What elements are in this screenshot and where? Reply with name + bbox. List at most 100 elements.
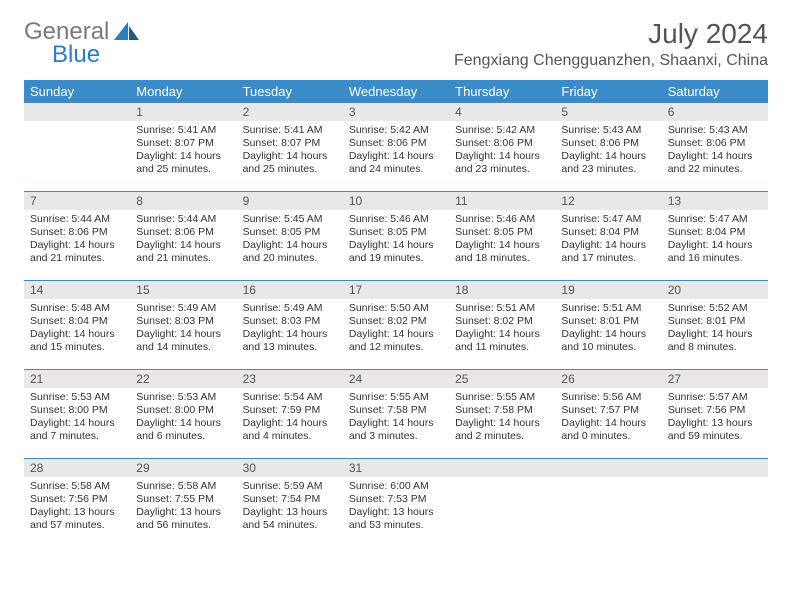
day-cell: 7Sunrise: 5:44 AMSunset: 8:06 PMDaylight… xyxy=(24,192,130,280)
day-number: 23 xyxy=(237,370,343,388)
sunset-text: Sunset: 8:04 PM xyxy=(561,226,655,239)
daylight-text: Daylight: 14 hours and 18 minutes. xyxy=(455,239,549,265)
daylight-text: Daylight: 14 hours and 21 minutes. xyxy=(30,239,124,265)
day-details: Sunrise: 5:58 AMSunset: 7:55 PMDaylight:… xyxy=(130,477,236,539)
header: General Blue July 2024 Fengxiang Chenggu… xyxy=(24,18,768,70)
daylight-text: Daylight: 14 hours and 17 minutes. xyxy=(561,239,655,265)
day-details: Sunrise: 5:45 AMSunset: 8:05 PMDaylight:… xyxy=(237,210,343,272)
day-cell: 3Sunrise: 5:42 AMSunset: 8:06 PMDaylight… xyxy=(343,103,449,191)
daylight-text: Daylight: 14 hours and 23 minutes. xyxy=(561,150,655,176)
sunset-text: Sunset: 8:01 PM xyxy=(668,315,762,328)
sunset-text: Sunset: 8:03 PM xyxy=(243,315,337,328)
daylight-text: Daylight: 14 hours and 25 minutes. xyxy=(243,150,337,176)
day-cell: 24Sunrise: 5:55 AMSunset: 7:58 PMDayligh… xyxy=(343,370,449,458)
daylight-text: Daylight: 14 hours and 7 minutes. xyxy=(30,417,124,443)
sunrise-text: Sunrise: 5:47 AM xyxy=(668,213,762,226)
sunset-text: Sunset: 8:06 PM xyxy=(349,137,443,150)
day-number: 25 xyxy=(449,370,555,388)
day-cell: 31Sunrise: 6:00 AMSunset: 7:53 PMDayligh… xyxy=(343,459,449,547)
sunset-text: Sunset: 7:56 PM xyxy=(668,404,762,417)
sunrise-text: Sunrise: 5:51 AM xyxy=(561,302,655,315)
day-number: 15 xyxy=(130,281,236,299)
day-number: 12 xyxy=(555,192,661,210)
daylight-text: Daylight: 14 hours and 11 minutes. xyxy=(455,328,549,354)
day-cell: 6Sunrise: 5:43 AMSunset: 8:06 PMDaylight… xyxy=(662,103,768,191)
dow-header: Saturday xyxy=(662,80,768,103)
day-cell: 18Sunrise: 5:51 AMSunset: 8:02 PMDayligh… xyxy=(449,281,555,369)
day-number: 14 xyxy=(24,281,130,299)
sunset-text: Sunset: 7:56 PM xyxy=(30,493,124,506)
daylight-text: Daylight: 14 hours and 15 minutes. xyxy=(30,328,124,354)
sunset-text: Sunset: 8:07 PM xyxy=(136,137,230,150)
day-details: Sunrise: 5:47 AMSunset: 8:04 PMDaylight:… xyxy=(555,210,661,272)
sunset-text: Sunset: 8:04 PM xyxy=(668,226,762,239)
daylight-text: Daylight: 14 hours and 22 minutes. xyxy=(668,150,762,176)
day-details: Sunrise: 5:50 AMSunset: 8:02 PMDaylight:… xyxy=(343,299,449,361)
day-cell: 22Sunrise: 5:53 AMSunset: 8:00 PMDayligh… xyxy=(130,370,236,458)
week-row: 28Sunrise: 5:58 AMSunset: 7:56 PMDayligh… xyxy=(24,459,768,547)
daylight-text: Daylight: 14 hours and 16 minutes. xyxy=(668,239,762,265)
calendar-body: 1Sunrise: 5:41 AMSunset: 8:07 PMDaylight… xyxy=(24,103,768,547)
day-cell: 13Sunrise: 5:47 AMSunset: 8:04 PMDayligh… xyxy=(662,192,768,280)
day-details: Sunrise: 5:53 AMSunset: 8:00 PMDaylight:… xyxy=(130,388,236,450)
sunset-text: Sunset: 8:06 PM xyxy=(136,226,230,239)
day-number: 7 xyxy=(24,192,130,210)
daylight-text: Daylight: 14 hours and 14 minutes. xyxy=(136,328,230,354)
sunrise-text: Sunrise: 5:49 AM xyxy=(136,302,230,315)
day-details: Sunrise: 5:51 AMSunset: 8:01 PMDaylight:… xyxy=(555,299,661,361)
dow-header: Sunday xyxy=(24,80,130,103)
sunrise-text: Sunrise: 5:53 AM xyxy=(136,391,230,404)
day-number: 18 xyxy=(449,281,555,299)
dow-header: Tuesday xyxy=(237,80,343,103)
sunrise-text: Sunrise: 5:43 AM xyxy=(668,124,762,137)
sunset-text: Sunset: 8:05 PM xyxy=(349,226,443,239)
sunset-text: Sunset: 8:00 PM xyxy=(30,404,124,417)
day-details: Sunrise: 5:53 AMSunset: 8:00 PMDaylight:… xyxy=(24,388,130,450)
day-of-week-row: SundayMondayTuesdayWednesdayThursdayFrid… xyxy=(24,80,768,103)
day-number xyxy=(24,103,130,121)
sunrise-text: Sunrise: 5:53 AM xyxy=(30,391,124,404)
sunrise-text: Sunrise: 5:41 AM xyxy=(243,124,337,137)
empty-cell xyxy=(449,459,555,547)
sunrise-text: Sunrise: 5:50 AM xyxy=(349,302,443,315)
day-number: 9 xyxy=(237,192,343,210)
daylight-text: Daylight: 14 hours and 8 minutes. xyxy=(668,328,762,354)
sunrise-text: Sunrise: 5:54 AM xyxy=(243,391,337,404)
day-number: 5 xyxy=(555,103,661,121)
sunset-text: Sunset: 8:06 PM xyxy=(668,137,762,150)
day-details: Sunrise: 5:47 AMSunset: 8:04 PMDaylight:… xyxy=(662,210,768,272)
month-title: July 2024 xyxy=(454,18,768,50)
sunset-text: Sunset: 8:02 PM xyxy=(349,315,443,328)
week-row: 21Sunrise: 5:53 AMSunset: 8:00 PMDayligh… xyxy=(24,370,768,458)
day-cell: 30Sunrise: 5:59 AMSunset: 7:54 PMDayligh… xyxy=(237,459,343,547)
title-block: July 2024 Fengxiang Chengguanzhen, Shaan… xyxy=(454,18,768,70)
day-number: 31 xyxy=(343,459,449,477)
sunrise-text: Sunrise: 5:47 AM xyxy=(561,213,655,226)
day-cell: 17Sunrise: 5:50 AMSunset: 8:02 PMDayligh… xyxy=(343,281,449,369)
sunrise-text: Sunrise: 5:44 AM xyxy=(30,213,124,226)
day-details: Sunrise: 5:44 AMSunset: 8:06 PMDaylight:… xyxy=(24,210,130,272)
day-cell: 9Sunrise: 5:45 AMSunset: 8:05 PMDaylight… xyxy=(237,192,343,280)
day-number: 8 xyxy=(130,192,236,210)
day-cell: 19Sunrise: 5:51 AMSunset: 8:01 PMDayligh… xyxy=(555,281,661,369)
sunrise-text: Sunrise: 6:00 AM xyxy=(349,480,443,493)
day-number: 20 xyxy=(662,281,768,299)
sunrise-text: Sunrise: 5:43 AM xyxy=(561,124,655,137)
sunset-text: Sunset: 8:05 PM xyxy=(455,226,549,239)
sunset-text: Sunset: 8:05 PM xyxy=(243,226,337,239)
day-details: Sunrise: 5:55 AMSunset: 7:58 PMDaylight:… xyxy=(343,388,449,450)
sunset-text: Sunset: 8:00 PM xyxy=(136,404,230,417)
sunrise-text: Sunrise: 5:58 AM xyxy=(136,480,230,493)
day-details: Sunrise: 5:56 AMSunset: 7:57 PMDaylight:… xyxy=(555,388,661,450)
day-cell: 16Sunrise: 5:49 AMSunset: 8:03 PMDayligh… xyxy=(237,281,343,369)
day-cell: 1Sunrise: 5:41 AMSunset: 8:07 PMDaylight… xyxy=(130,103,236,191)
week-row: 1Sunrise: 5:41 AMSunset: 8:07 PMDaylight… xyxy=(24,103,768,191)
day-cell: 29Sunrise: 5:58 AMSunset: 7:55 PMDayligh… xyxy=(130,459,236,547)
sunrise-text: Sunrise: 5:55 AM xyxy=(349,391,443,404)
daylight-text: Daylight: 14 hours and 2 minutes. xyxy=(455,417,549,443)
daylight-text: Daylight: 14 hours and 4 minutes. xyxy=(243,417,337,443)
sunrise-text: Sunrise: 5:58 AM xyxy=(30,480,124,493)
sunset-text: Sunset: 7:58 PM xyxy=(455,404,549,417)
sunset-text: Sunset: 7:59 PM xyxy=(243,404,337,417)
sunset-text: Sunset: 8:04 PM xyxy=(30,315,124,328)
